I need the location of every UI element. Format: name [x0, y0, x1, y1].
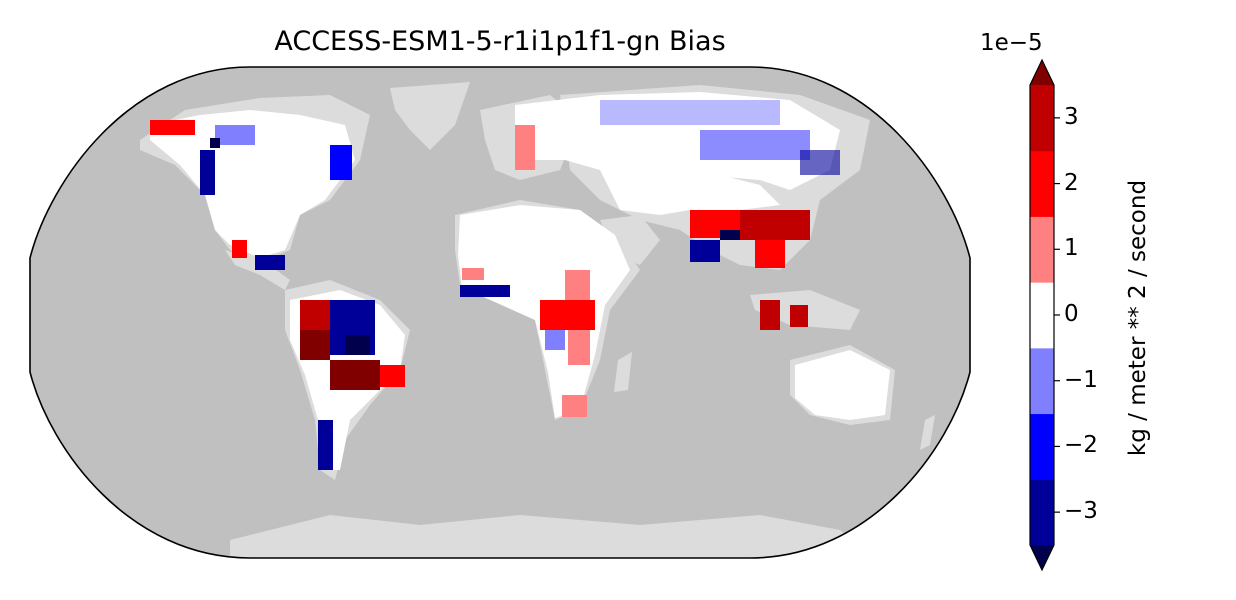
colorbar-exponent-label: 1e−5: [980, 30, 1043, 56]
colorbar-band: [1030, 347, 1054, 415]
colorbar-tick-label: −3: [1064, 498, 1098, 525]
colorbar-extend-max: [1030, 60, 1054, 85]
colorbar-unit-label: kg / meter ** 2 / second: [1125, 179, 1151, 457]
colorbar-band: [1030, 150, 1054, 217]
world-map: [29, 66, 971, 559]
colorbar-band: [1030, 85, 1054, 152]
colorbar-tick-label: −2: [1064, 432, 1098, 459]
colorbar-tick-label: −1: [1064, 366, 1098, 393]
colorbar-tick-label: 1: [1064, 235, 1079, 262]
map-title: ACCESS-ESM1-5-r1i1p1f1-gn Bias: [274, 26, 726, 57]
colorbar-extend-min: [1030, 545, 1054, 570]
colorbar-tick-label: 0: [1064, 301, 1079, 327]
colorbar-tick-label: 3: [1064, 103, 1079, 130]
colorbar: [1029, 58, 1060, 572]
bias-negative: [200, 100, 840, 470]
bias-positive: [150, 120, 810, 417]
globe-outline: [29, 66, 971, 559]
colorbar-outline: [1029, 58, 1055, 572]
colorbar-band: [1030, 282, 1054, 349]
colorbar-band: [1030, 479, 1054, 546]
colorbar-band: [1030, 216, 1054, 283]
colorbar-tick-label: 2: [1064, 169, 1079, 196]
colorbar-band: [1030, 413, 1054, 480]
